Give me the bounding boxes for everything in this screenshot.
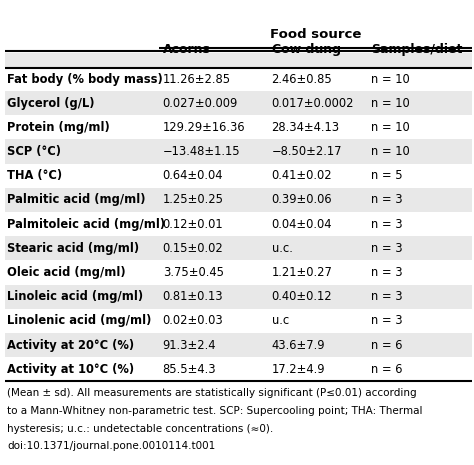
Text: 0.027±0.009: 0.027±0.009 — [163, 97, 238, 110]
Text: n = 3: n = 3 — [371, 193, 403, 206]
Text: 0.41±0.02: 0.41±0.02 — [272, 169, 332, 182]
Text: n = 10: n = 10 — [371, 145, 410, 158]
Bar — [5, 236, 472, 260]
Text: 85.5±4.3: 85.5±4.3 — [163, 363, 216, 376]
Text: u.c.: u.c. — [272, 242, 292, 255]
Text: −13.48±1.15: −13.48±1.15 — [163, 145, 240, 158]
Bar — [5, 115, 472, 140]
Text: 0.39±0.06: 0.39±0.06 — [272, 193, 332, 206]
Bar — [5, 164, 472, 188]
Text: Linolenic acid (mg/ml): Linolenic acid (mg/ml) — [7, 314, 152, 327]
Text: 91.3±2.4: 91.3±2.4 — [163, 339, 216, 352]
Text: Palmitic acid (mg/ml): Palmitic acid (mg/ml) — [7, 193, 146, 206]
Text: Food source: Food source — [270, 28, 361, 41]
Text: 0.02±0.03: 0.02±0.03 — [163, 314, 223, 327]
Bar — [5, 212, 472, 236]
Text: 2.46±0.85: 2.46±0.85 — [272, 73, 332, 86]
Text: to a Mann-Whitney non-parametric test. SCP: Supercooling point; THA: Thermal: to a Mann-Whitney non-parametric test. S… — [7, 406, 423, 416]
Text: 0.40±0.12: 0.40±0.12 — [272, 290, 332, 303]
Text: Activity at 20°C (%): Activity at 20°C (%) — [7, 339, 134, 352]
Text: n = 3: n = 3 — [371, 218, 403, 231]
Text: SCP (°C): SCP (°C) — [7, 145, 61, 158]
Text: Linoleic acid (mg/ml): Linoleic acid (mg/ml) — [7, 290, 143, 303]
Bar — [5, 333, 472, 357]
Text: Glycerol (g/L): Glycerol (g/L) — [7, 97, 95, 110]
Bar — [5, 285, 472, 309]
Text: n = 10: n = 10 — [371, 121, 410, 134]
Text: 17.2±4.9: 17.2±4.9 — [272, 363, 325, 376]
Bar — [5, 357, 472, 381]
Text: Oleic acid (mg/ml): Oleic acid (mg/ml) — [7, 266, 126, 279]
Text: 1.21±0.27: 1.21±0.27 — [272, 266, 332, 279]
Bar — [5, 67, 472, 91]
Text: 0.15±0.02: 0.15±0.02 — [163, 242, 223, 255]
Text: n = 3: n = 3 — [371, 314, 403, 327]
Text: n = 3: n = 3 — [371, 242, 403, 255]
Text: Fat body (% body mass): Fat body (% body mass) — [7, 73, 163, 86]
Text: 0.81±0.13: 0.81±0.13 — [163, 290, 223, 303]
Text: n = 3: n = 3 — [371, 290, 403, 303]
Text: 3.75±0.45: 3.75±0.45 — [163, 266, 224, 279]
Text: Stearic acid (mg/ml): Stearic acid (mg/ml) — [7, 242, 139, 255]
Bar — [5, 91, 472, 115]
Text: 11.26±2.85: 11.26±2.85 — [163, 73, 231, 86]
Text: u.c: u.c — [272, 314, 289, 327]
Text: 129.29±16.36: 129.29±16.36 — [163, 121, 245, 134]
Text: 43.6±7.9: 43.6±7.9 — [272, 339, 325, 352]
Text: Cow dung: Cow dung — [272, 43, 341, 56]
Bar — [5, 188, 472, 212]
Text: 0.64±0.04: 0.64±0.04 — [163, 169, 223, 182]
Text: Acorns: Acorns — [163, 43, 210, 56]
Bar — [5, 309, 472, 333]
Bar — [5, 260, 472, 285]
Text: 0.04±0.04: 0.04±0.04 — [272, 218, 332, 231]
Text: n = 6: n = 6 — [371, 339, 402, 352]
Text: n = 3: n = 3 — [371, 266, 403, 279]
Bar — [5, 53, 472, 67]
Text: Protein (mg/ml): Protein (mg/ml) — [7, 121, 110, 134]
Text: 1.25±0.25: 1.25±0.25 — [163, 193, 224, 206]
Text: THA (°C): THA (°C) — [7, 169, 62, 182]
Text: (Mean ± sd). All measurements are statistically significant (P≤0.01) according: (Mean ± sd). All measurements are statis… — [7, 388, 417, 399]
Text: n = 5: n = 5 — [371, 169, 403, 182]
Text: Samples/diet: Samples/diet — [371, 43, 463, 56]
Text: 28.34±4.13: 28.34±4.13 — [272, 121, 340, 134]
Text: n = 10: n = 10 — [371, 73, 410, 86]
Text: −8.50±2.17: −8.50±2.17 — [272, 145, 342, 158]
Text: n = 10: n = 10 — [371, 97, 410, 110]
Text: n = 6: n = 6 — [371, 363, 402, 376]
Text: 0.12±0.01: 0.12±0.01 — [163, 218, 223, 231]
Text: Activity at 10°C (%): Activity at 10°C (%) — [7, 363, 134, 376]
Text: Palmitoleic acid (mg/ml): Palmitoleic acid (mg/ml) — [7, 218, 165, 231]
Text: 0.017±0.0002: 0.017±0.0002 — [272, 97, 354, 110]
Bar — [5, 140, 472, 164]
Text: hysteresis; u.c.: undetectable concentrations (≈0).: hysteresis; u.c.: undetectable concentra… — [7, 424, 273, 434]
Text: doi:10.1371/journal.pone.0010114.t001: doi:10.1371/journal.pone.0010114.t001 — [7, 441, 215, 452]
